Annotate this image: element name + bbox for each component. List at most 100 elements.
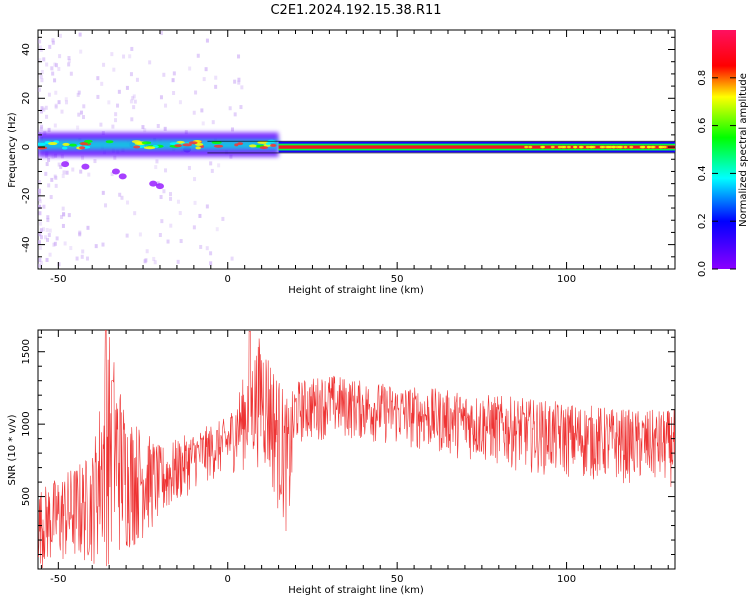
spectral-hotspot: [566, 145, 571, 149]
spectral-speckle: [61, 223, 65, 228]
spectral-hotspot: [639, 145, 644, 149]
spectral-blob: [81, 163, 90, 170]
spectral-speckle: [210, 168, 214, 173]
spectral-speckle: [38, 199, 42, 204]
spectral-speckle: [156, 181, 160, 186]
spectral-hotspot: [237, 142, 244, 146]
spectral-speckle: [49, 66, 53, 71]
spectral-speckle: [194, 90, 198, 95]
spectral-speckle: [39, 260, 43, 265]
spectral-speckle: [111, 124, 115, 129]
spectrogram-y-axis-label: Frequency (Hz): [7, 112, 18, 188]
spectral-hotspot: [195, 146, 201, 150]
spectral-speckle: [38, 245, 42, 250]
spectral-speckle: [40, 69, 44, 74]
x-tick-label: 0: [225, 274, 231, 285]
spectral-hotspot: [259, 146, 269, 150]
spectral-speckle: [67, 56, 71, 61]
spectral-speckle: [54, 175, 58, 180]
spectral-speckle: [47, 158, 51, 163]
spectral-hotspot: [48, 142, 58, 146]
spectral-speckle: [52, 242, 56, 247]
spectral-hotspot: [265, 142, 271, 146]
spectral-speckle: [39, 74, 43, 79]
spectral-band-core: [38, 139, 279, 150]
spectral-speckle: [230, 127, 234, 132]
spectral-speckle: [158, 232, 162, 237]
spectral-speckle: [101, 242, 105, 247]
spectral-speckle: [38, 189, 42, 194]
y-tick-label: 500: [21, 487, 32, 506]
x-tick-label: 100: [557, 274, 576, 285]
spectral-speckle: [45, 114, 49, 119]
spectral-hotspot: [623, 145, 628, 149]
spectral-speckle: [77, 90, 81, 95]
spectral-hotspot: [524, 145, 529, 149]
spectral-speckle: [61, 206, 65, 211]
spectral-speckle: [240, 85, 244, 90]
spectral-speckle: [46, 215, 50, 220]
spectral-blob: [155, 183, 164, 190]
spectral-hotspot: [62, 142, 70, 146]
spectral-hotspot: [84, 139, 93, 143]
spectral-speckle: [114, 112, 118, 117]
spectral-speckle: [38, 45, 42, 50]
spectral-speckle: [81, 155, 85, 160]
spectral-speckle: [93, 159, 97, 164]
spectral-speckle: [53, 78, 57, 83]
spectral-speckle: [57, 66, 61, 71]
spectral-speckle: [76, 125, 80, 130]
spectral-speckle: [51, 40, 55, 45]
spectral-hotspot: [248, 144, 257, 148]
spectral-speckle: [131, 96, 135, 101]
spectral-speckle: [81, 249, 85, 254]
spectral-hotspot: [651, 145, 656, 149]
colorbar-tick-label: 0.8: [697, 70, 708, 86]
spectral-speckle: [172, 71, 176, 76]
spectral-speckle: [159, 31, 163, 36]
spectral-hotspot: [211, 141, 222, 145]
spectral-speckle: [221, 216, 225, 221]
spectral-speckle: [86, 225, 90, 230]
spectral-speckle: [125, 85, 129, 90]
spectral-speckle: [80, 254, 84, 259]
spectral-speckle: [44, 105, 48, 110]
spectral-speckle: [237, 54, 241, 59]
spectral-speckle: [39, 235, 43, 240]
spectral-hotspot: [550, 145, 555, 149]
spectral-speckle: [50, 66, 54, 71]
spectral-hotspot: [174, 144, 182, 148]
spectral-hotspot: [182, 143, 193, 147]
spectral-speckle: [54, 105, 58, 110]
x-tick-label: 0: [225, 574, 231, 585]
spectral-speckle: [214, 84, 218, 89]
spectral-hotspot: [528, 145, 533, 149]
spectral-hotspot: [646, 145, 651, 149]
spectral-speckle: [53, 174, 57, 179]
spectral-hotspot: [234, 143, 239, 147]
spectral-speckle: [198, 213, 202, 218]
spectral-speckle: [94, 244, 98, 249]
spectral-speckle: [155, 159, 159, 164]
spectral-speckle: [148, 60, 152, 65]
spectral-speckle: [178, 211, 182, 216]
spectral-speckle: [104, 203, 108, 208]
spectral-speckle: [204, 67, 208, 72]
colorbar-gradient: [712, 30, 736, 269]
spectral-hotspot: [105, 140, 114, 144]
spectral-speckle: [193, 200, 197, 205]
spectral-speckle: [67, 58, 71, 63]
spectral-speckle: [54, 183, 58, 188]
spectral-speckle: [188, 66, 192, 71]
x-tick-label: 50: [391, 574, 404, 585]
spectral-speckle: [154, 165, 158, 170]
spectral-speckle: [38, 232, 42, 237]
spectral-hotspot: [133, 145, 141, 149]
spectral-speckle: [205, 246, 209, 251]
spectral-speckle: [38, 191, 42, 196]
spectral-speckle: [130, 117, 134, 122]
spectral-speckle: [57, 162, 61, 167]
spectrogram-image: [38, 31, 675, 268]
spectral-speckle: [143, 259, 147, 264]
spectral-speckle: [107, 100, 111, 105]
